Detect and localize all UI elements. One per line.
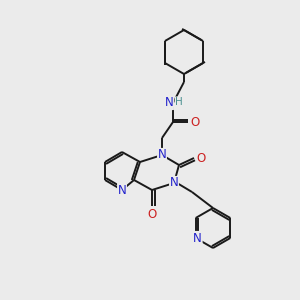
Text: N: N [158,148,166,161]
Text: N: N [169,176,178,190]
Text: O: O [147,208,157,220]
Text: O: O [196,152,206,164]
Text: O: O [190,116,200,128]
Text: N: N [165,97,173,110]
Text: N: N [193,232,202,244]
Text: N: N [118,184,126,196]
Text: H: H [175,97,183,107]
